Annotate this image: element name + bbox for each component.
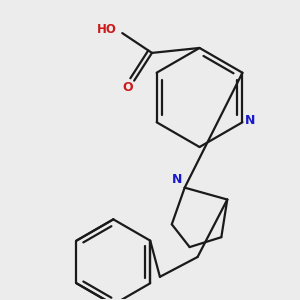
Text: N: N: [245, 114, 256, 127]
Text: HO: HO: [97, 22, 116, 36]
Text: N: N: [172, 173, 182, 186]
Text: O: O: [122, 81, 133, 94]
